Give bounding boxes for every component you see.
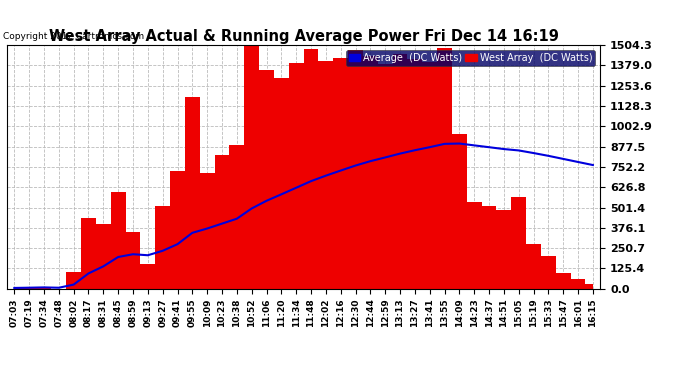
Legend: Average  (DC Watts), West Array  (DC Watts): Average (DC Watts), West Array (DC Watts… bbox=[346, 50, 595, 66]
Title: West Array Actual & Running Average Power Fri Dec 14 16:19: West Array Actual & Running Average Powe… bbox=[49, 29, 558, 44]
Text: Copyright 2012 Cartronics.com: Copyright 2012 Cartronics.com bbox=[3, 32, 145, 41]
